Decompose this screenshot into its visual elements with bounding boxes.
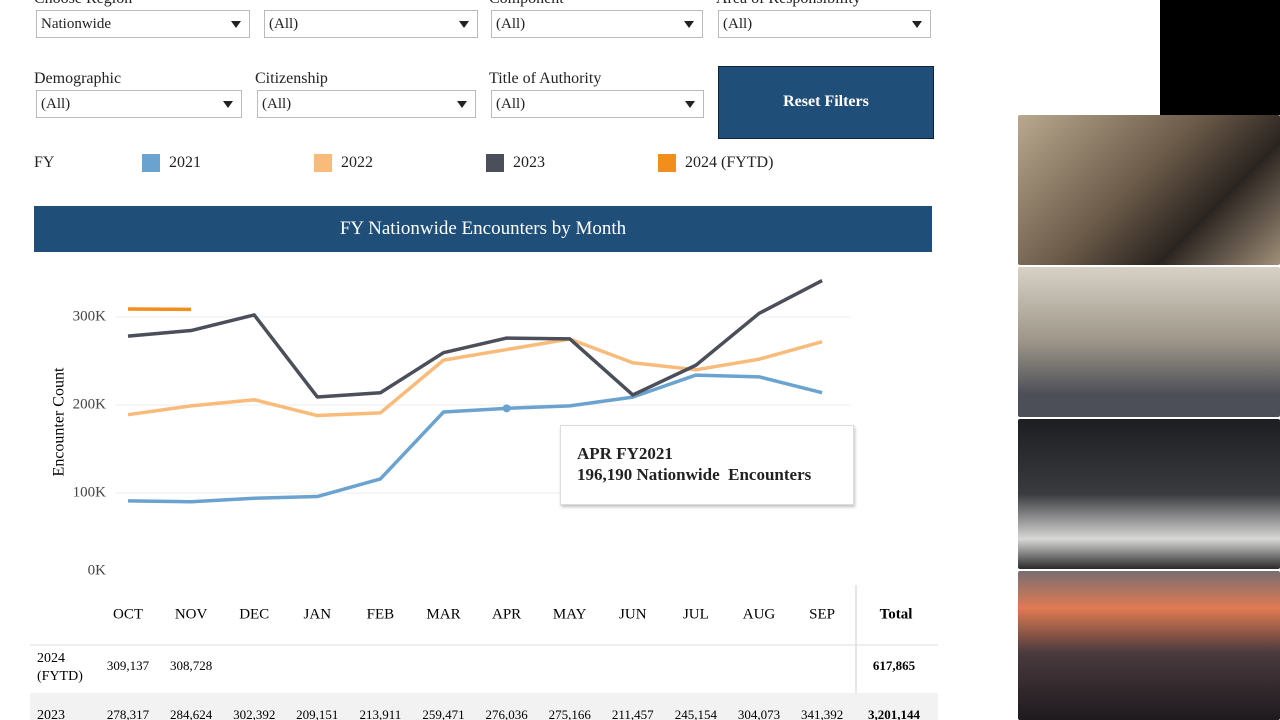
video-tile <box>1018 419 1280 569</box>
chart-title: FY Nationwide Encounters by Month <box>34 206 932 252</box>
dropdown[interactable]: (All) <box>491 10 703 38</box>
column-header: JAN <box>304 606 332 622</box>
dropdown[interactable]: (All) <box>718 10 931 38</box>
table-total: 617,865 <box>873 658 916 673</box>
line-series <box>127 337 823 418</box>
dropdown[interactable]: (All) <box>264 10 478 38</box>
dropdown[interactable]: (All) <box>36 90 242 118</box>
legend-swatch <box>314 154 332 172</box>
row-label: 2024 (FYTD) <box>37 651 83 684</box>
filter-label: Component <box>489 0 564 8</box>
filter-label: Demographic <box>34 70 122 87</box>
table-cell: 302,392 <box>233 707 275 720</box>
filter-label: Area of Responsibility <box>716 0 861 8</box>
column-header: MAY <box>553 606 587 622</box>
table-row-bg <box>30 693 938 720</box>
filter-label: Choose Region <box>34 0 132 8</box>
column-header: APR <box>492 606 521 622</box>
tooltip-text: 196,190 Nationwide Encounters <box>577 465 812 484</box>
reset-button[interactable]: Reset Filters <box>718 66 934 139</box>
hover-point <box>502 404 511 413</box>
column-header: FEB <box>367 606 395 622</box>
legend-swatch <box>142 154 160 172</box>
column-header: DEC <box>239 606 269 622</box>
column-header: JUN <box>619 606 647 622</box>
legend-entry: 2022 <box>341 154 373 171</box>
column-header: Total <box>880 606 913 622</box>
table-cell: 209,151 <box>296 707 338 720</box>
y-tick-label: 200K <box>73 396 107 412</box>
tooltip-title: APR FY2021 <box>577 444 673 463</box>
black-panel <box>1160 0 1280 115</box>
video-tile <box>1018 571 1280 720</box>
table-cell: 245,154 <box>675 707 718 720</box>
legend-swatch <box>658 154 676 172</box>
legend-entry: 2021 <box>169 154 201 171</box>
y-tick-label: 0K <box>88 562 107 578</box>
dropdown[interactable]: (All) <box>491 90 704 118</box>
legend-swatch <box>486 154 504 172</box>
table-cell: 308,728 <box>170 658 212 673</box>
table-cell: 309,137 <box>107 658 150 673</box>
dropdown[interactable]: (All) <box>257 90 476 118</box>
y-tick-label: 100K <box>73 484 107 500</box>
table-total: 3,201,144 <box>868 707 921 720</box>
line-series <box>127 373 823 504</box>
table-cell: 304,073 <box>738 707 780 720</box>
row-label: 2023 <box>37 708 65 720</box>
video-tile <box>1018 115 1280 265</box>
table-cell: 211,457 <box>612 707 654 720</box>
column-header: SEP <box>809 606 835 622</box>
column-header: JUL <box>683 606 709 622</box>
chart: 0K 100K 200K 300K Encounter Count OCT NOV DEC JA… <box>30 279 938 720</box>
table-cell: 284,624 <box>170 707 213 720</box>
tooltip: APR FY2021 196,190 Nationwide Encounters <box>560 425 854 505</box>
legend-label: FY <box>34 154 55 171</box>
table-cell: 276,036 <box>485 707 528 720</box>
y-axis-label: Encounter Count <box>51 367 68 476</box>
filter-label: Citizenship <box>255 70 328 87</box>
column-header: MAR <box>426 606 460 622</box>
table-cell: 275,166 <box>549 707 592 720</box>
column-header: OCT <box>113 606 143 622</box>
filter-label: Title of Authority <box>489 70 602 87</box>
video-tile <box>1018 267 1280 417</box>
line-series <box>127 279 823 399</box>
table-cell: 213,911 <box>360 707 402 720</box>
dropdown[interactable]: Nationwide <box>36 10 250 38</box>
column-header: NOV <box>175 606 208 622</box>
y-tick-label: 300K <box>73 308 107 324</box>
table-cell: 259,471 <box>422 707 464 720</box>
legend-entry: 2024 (FYTD) <box>685 154 774 171</box>
column-header: AUG <box>743 606 776 622</box>
table-cell: 341,392 <box>801 707 843 720</box>
legend-entry: 2023 <box>513 154 545 171</box>
table-cell: 278,317 <box>107 707 150 720</box>
